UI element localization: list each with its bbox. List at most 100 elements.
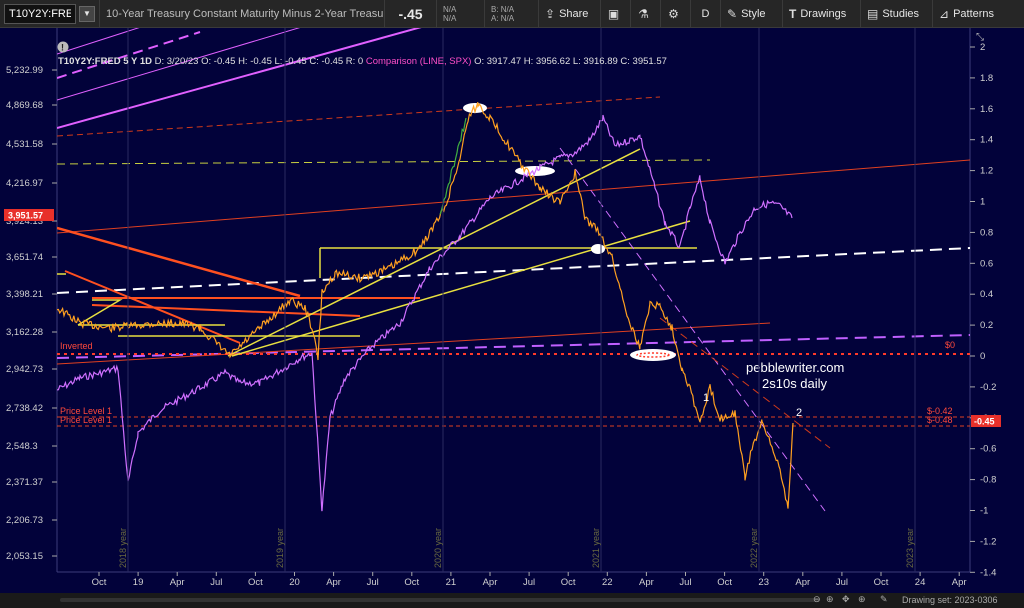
left-axis-label: 4,531.58 xyxy=(6,139,43,150)
trend-line-orange[interactable] xyxy=(91,304,361,317)
trend-line-violet-dashed[interactable] xyxy=(57,334,970,359)
left-price-axis[interactable]: 5,232.99 4,869.68 4,531.58 4,216.97 3,924.13… xyxy=(6,65,57,562)
symbol-description: 10-Year Treasury Constant Maturity Minus… xyxy=(100,0,385,27)
year-label: 2018 year xyxy=(118,528,128,568)
spx-price-badge-text: 3,951.57 xyxy=(8,211,43,221)
studies-icon: ▤ xyxy=(867,6,879,21)
chart-area[interactable]: Inverted $0 Price Level 1 Price Level 1 … xyxy=(0,28,1024,593)
right-axis-label: 2 xyxy=(980,42,985,53)
symbol-box[interactable]: ▼ xyxy=(0,0,100,27)
wave-label-2: 2 xyxy=(796,407,802,419)
patterns-label: Patterns xyxy=(953,7,995,20)
year-labels: 2018 year 2019 year 2020 year 2021 year 2022… xyxy=(118,28,916,572)
time-axis-label: 21 xyxy=(446,577,457,588)
right-axis-label: 0.6 xyxy=(980,258,993,269)
time-axis-label: Jul xyxy=(679,577,691,588)
horizontal-line-yellow-dashed[interactable] xyxy=(57,159,711,165)
status-bar: ⊖ ⊕ ✥ ⊕ ✎ Drawing set: 2023-0306 xyxy=(0,593,1024,608)
trend-line-orange-low[interactable] xyxy=(57,322,771,365)
drawings-icon: T xyxy=(789,6,797,21)
left-axis-label: 3,162.28 xyxy=(6,327,43,338)
left-axis-label: 2,942.73 xyxy=(6,364,43,375)
share-button[interactable]: ⇪ Share xyxy=(539,0,601,27)
symbol-dropdown-icon[interactable]: ▼ xyxy=(79,5,95,22)
price-level-2-value: $-0.48 xyxy=(927,415,953,425)
trend-line-white-dashed[interactable] xyxy=(57,247,970,294)
drawing-set-label[interactable]: Drawing set: 2023-0306 xyxy=(902,595,998,605)
right-axis-label: 1.2 xyxy=(980,166,993,177)
info-icon[interactable] xyxy=(57,41,69,53)
trend-line-yellow[interactable] xyxy=(231,220,691,357)
screenshot-button[interactable]: ▣ xyxy=(601,0,631,27)
zoom-fit-icon[interactable]: ⊕ xyxy=(826,594,834,604)
horizontal-scrollbar[interactable] xyxy=(60,598,820,602)
collapse-icon[interactable]: ⤡ xyxy=(976,32,984,43)
right-axis-label: 0.2 xyxy=(980,320,993,331)
trend-line-magenta[interactable] xyxy=(57,28,600,101)
patterns-icon: ⊿ xyxy=(939,6,950,21)
studies-button[interactable]: ▤ Studies xyxy=(861,0,933,27)
style-label: Style xyxy=(741,7,766,20)
style-icon: ✎ xyxy=(727,6,738,21)
symbol-input[interactable] xyxy=(4,3,76,24)
patterns-button[interactable]: ⊿ Patterns xyxy=(933,0,1009,27)
time-axis-label: 20 xyxy=(289,577,300,588)
drawings-button[interactable]: T Drawings xyxy=(783,0,861,27)
zoom-out-icon[interactable]: ⊖ xyxy=(813,594,821,604)
right-axis-label: 1.6 xyxy=(980,104,993,115)
pan-icon[interactable]: ✥ xyxy=(842,594,850,604)
zoom-in-icon[interactable]: ⊕ xyxy=(858,594,866,604)
time-axis-label: Oct xyxy=(717,577,732,588)
trend-line-violet-descending[interactable] xyxy=(559,147,826,512)
flask-button[interactable]: ⚗ xyxy=(631,0,661,27)
drawing-set-icon[interactable]: ✎ xyxy=(880,594,888,604)
time-axis-label: Apr xyxy=(170,577,185,588)
trend-line-yellow[interactable] xyxy=(227,148,641,357)
price-chart[interactable]: Inverted $0 Price Level 1 Price Level 1 … xyxy=(0,28,1024,593)
legend-comparison: Comparison (LINE, SPX) xyxy=(365,56,472,67)
right-axis-label: 1.4 xyxy=(980,135,993,146)
spx-price-badge xyxy=(4,209,54,221)
trend-line-orange[interactable] xyxy=(57,226,301,298)
time-axis-label: Jul xyxy=(836,577,848,588)
share-icon: ⇪ xyxy=(545,6,556,21)
time-axis[interactable]: Oct 19 Apr Jul Oct 20 Apr Jul Oct 21 Apr Jul Oct 22 Ap… xyxy=(92,572,967,588)
period-button[interactable]: D xyxy=(691,0,721,27)
trend-line-orange[interactable] xyxy=(57,159,970,234)
style-button[interactable]: ✎ Style xyxy=(721,0,783,27)
time-axis-label: 22 xyxy=(602,577,613,588)
time-axis-label: Apr xyxy=(326,577,341,588)
price-level-2-label: Price Level 1 xyxy=(60,415,112,425)
year-label: 2021 year xyxy=(591,528,601,568)
top-toolbar: ▼ 10-Year Treasury Constant Maturity Min… xyxy=(0,0,1024,28)
right-axis-label: 1 xyxy=(980,197,985,208)
price-line-t10y2y-up[interactable] xyxy=(439,117,467,215)
trend-line-red-dashed[interactable] xyxy=(57,96,661,137)
trend-line-magenta[interactable] xyxy=(57,28,480,55)
year-label: 2023 year xyxy=(905,528,915,568)
time-axis-label: Jul xyxy=(523,577,535,588)
inverted-label: Inverted xyxy=(60,341,93,351)
year-label: 2019 year xyxy=(275,528,285,568)
left-axis-label: 5,232.99 xyxy=(6,65,43,76)
trend-line-magenta-dashed[interactable] xyxy=(57,31,201,79)
trend-line-magenta[interactable] xyxy=(57,28,490,129)
settings-button[interactable]: ⚙ xyxy=(661,0,691,27)
bid-value: N/A xyxy=(443,4,457,14)
triangle-yellow[interactable] xyxy=(77,299,123,326)
time-axis-label: Jul xyxy=(210,577,222,588)
a-size: A: N/A xyxy=(491,13,515,23)
right-price-axis[interactable]: 21.81.61.41.210.80.60.40.20-0.2-0.4-0.6-… xyxy=(970,42,996,578)
last-price-badge xyxy=(971,415,1001,427)
comparison-line-spx[interactable] xyxy=(57,114,793,512)
oval-marker[interactable] xyxy=(591,244,605,254)
trend-line-red-descending[interactable] xyxy=(659,317,831,449)
year-label: 2020 year xyxy=(433,528,443,568)
time-axis-label: Apr xyxy=(795,577,810,588)
left-axis-label: 3,651.74 xyxy=(6,252,43,263)
price-line-t10y2y[interactable] xyxy=(57,102,794,509)
left-axis-label: 2,053.15 xyxy=(6,551,43,562)
oval-marker[interactable] xyxy=(630,349,676,361)
price-level-1-label: Price Level 1 xyxy=(60,406,112,416)
share-label: Share xyxy=(559,7,589,20)
